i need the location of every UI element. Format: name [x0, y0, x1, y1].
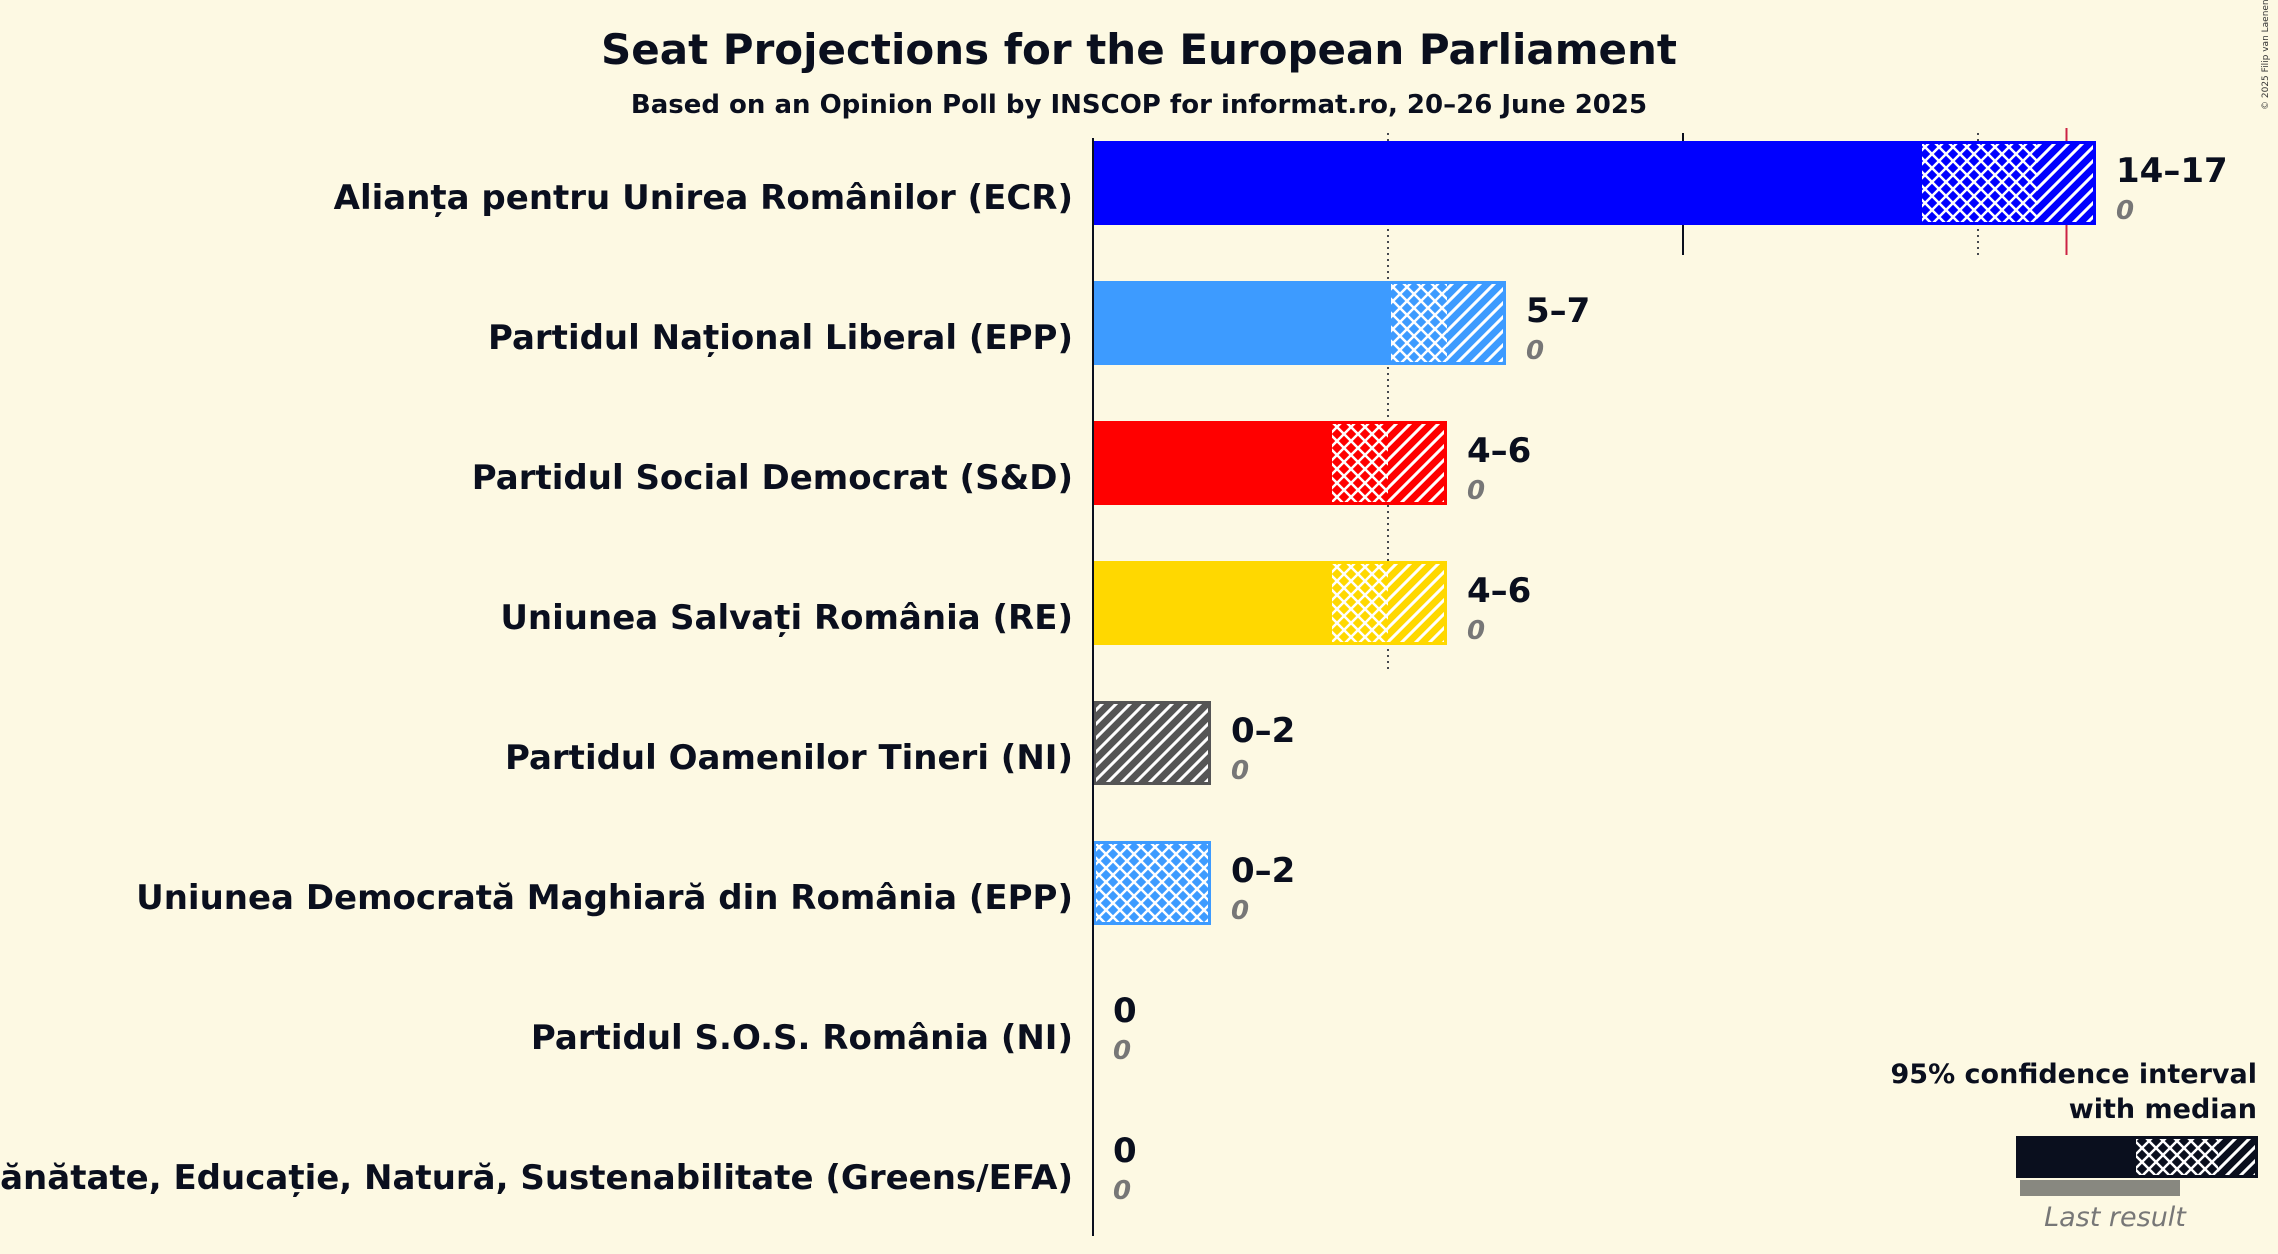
party-label: Partidul Social Democrat (S&D)	[472, 458, 1073, 498]
bar-ci-upper	[1093, 701, 1211, 785]
legend-swatch-ci-upper	[2218, 1136, 2258, 1178]
party-label: Partidul S.O.S. România (NI)	[531, 1018, 1073, 1058]
bars-group: Alianța pentru Unirea Românilor (ECR) 14–…	[0, 141, 2228, 1206]
range-label: 0	[1113, 1131, 1137, 1171]
party-row: Partidul Oamenilor Tineri (NI) 0–2 0	[505, 701, 1295, 786]
party-row: Partidul S.O.S. România (NI) 0 0	[531, 991, 1137, 1066]
range-label: 0–2	[1231, 711, 1295, 751]
range-label: 5–7	[1526, 291, 1590, 331]
party-label: Sănătate, Educație, Natură, Sustenabilit…	[0, 1158, 1073, 1198]
bar-solid	[1093, 141, 1919, 225]
bar-ci-upper	[2037, 141, 2096, 225]
party-label: Uniunea Salvați România (RE)	[500, 598, 1073, 638]
bar-ci-lower	[1388, 281, 1447, 365]
party-row: Partidul Național Liberal (EPP) 5–7 0	[488, 281, 1590, 366]
last-result-label: 0	[1113, 1036, 1131, 1066]
bar-ci-outline	[1919, 141, 2096, 225]
range-label: 0	[1113, 991, 1137, 1031]
bar-ci-lower	[1329, 561, 1388, 645]
bar-solid	[1093, 281, 1388, 365]
legend-line-2: with median	[2069, 1094, 2257, 1125]
party-row: Uniunea Salvați România (RE) 4–6 0	[500, 561, 1531, 646]
legend-swatch-outline	[2016, 1136, 2258, 1178]
bar-ci-outline	[1329, 561, 1447, 645]
range-label: 14–17	[2116, 151, 2228, 191]
copyright-note: © 2025 Filip van Laenen	[2261, 0, 2271, 110]
last-result-label: 0	[1113, 1176, 1131, 1206]
last-result-label: 0	[1526, 336, 1544, 366]
bar-ci-outline	[1093, 701, 1211, 785]
party-label: Partidul Oamenilor Tineri (NI)	[505, 738, 1073, 778]
party-label: Partidul Național Liberal (EPP)	[488, 318, 1073, 358]
last-result-label: 0	[1231, 756, 1249, 786]
last-result-label: 0	[1467, 476, 1485, 506]
legend-last-result-label: Last result	[2044, 1202, 2187, 1233]
chart-subtitle: Based on an Opinion Poll by INSCOP for i…	[631, 90, 1647, 120]
bar-ci-lower	[1919, 141, 2037, 225]
legend-last-result-bar	[2020, 1180, 2180, 1196]
legend-swatch-ci-lower	[2136, 1136, 2218, 1178]
bar-solid	[1093, 561, 1329, 645]
party-row: Uniunea Democrată Maghiară din România (…	[136, 841, 1295, 926]
last-result-label: 0	[1467, 616, 1485, 646]
party-label: Uniunea Democrată Maghiară din România (…	[136, 878, 1073, 918]
bar-ci-lower	[1329, 421, 1388, 505]
bar-ci-outline	[1093, 841, 1211, 925]
bar-ci-upper	[1447, 281, 1506, 365]
party-row: Alianța pentru Unirea Românilor (ECR) 14–…	[334, 141, 2228, 226]
legend-line-1: 95% confidence interval	[1891, 1059, 2257, 1090]
bar-ci-lower	[1093, 841, 1211, 925]
last-result-label: 0	[2116, 196, 2134, 226]
range-label: 4–6	[1467, 431, 1531, 471]
party-row: Sănătate, Educație, Natură, Sustenabilit…	[0, 1131, 1137, 1206]
range-label: 0–2	[1231, 851, 1295, 891]
bar-ci-upper	[1388, 561, 1447, 645]
party-label: Alianța pentru Unirea Românilor (ECR)	[334, 178, 1073, 218]
legend: 95% confidence interval with median Last…	[1891, 1059, 2258, 1233]
last-result-label: 0	[1231, 896, 1249, 926]
range-label: 4–6	[1467, 571, 1531, 611]
chart-title: Seat Projections for the European Parlia…	[601, 25, 1677, 74]
bar-ci-outline	[1329, 421, 1447, 505]
party-row: Partidul Social Democrat (S&D) 4–6 0	[472, 421, 1531, 506]
legend-swatch-solid	[2016, 1136, 2136, 1178]
bar-solid	[1093, 421, 1329, 505]
bar-ci-upper	[1388, 421, 1447, 505]
bar-ci-outline	[1388, 281, 1506, 365]
